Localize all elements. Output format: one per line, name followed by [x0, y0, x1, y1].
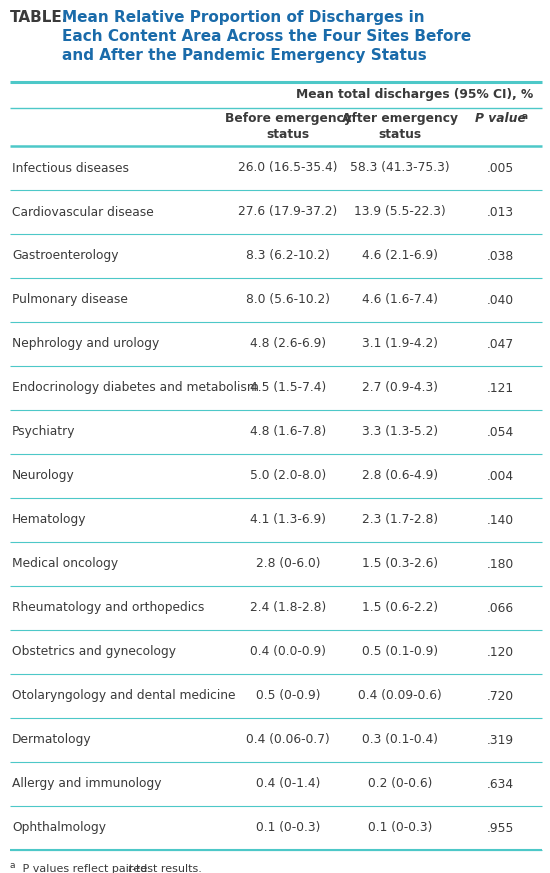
Text: 27.6 (17.9-37.2): 27.6 (17.9-37.2)	[238, 205, 338, 218]
Text: Otolaryngology and dental medicine: Otolaryngology and dental medicine	[12, 690, 235, 703]
Text: .319: .319	[486, 733, 514, 746]
Text: Before emergency
status: Before emergency status	[224, 112, 351, 141]
Text: 2.7 (0.9-4.3): 2.7 (0.9-4.3)	[362, 382, 438, 395]
Text: 3.3 (1.3-5.2): 3.3 (1.3-5.2)	[362, 425, 438, 438]
Text: Medical oncology: Medical oncology	[12, 558, 118, 570]
Text: .180: .180	[486, 558, 514, 570]
Text: Neurology: Neurology	[12, 470, 75, 483]
Text: 3.1 (1.9-4.2): 3.1 (1.9-4.2)	[362, 338, 438, 350]
Text: Ophthalmology: Ophthalmology	[12, 821, 106, 835]
Text: .720: .720	[486, 690, 514, 703]
Text: .121: .121	[486, 382, 514, 395]
Text: 4.8 (1.6-7.8): 4.8 (1.6-7.8)	[250, 425, 326, 438]
Text: Nephrology and urology: Nephrology and urology	[12, 338, 159, 350]
Text: TABLE.: TABLE.	[10, 10, 68, 25]
Text: .005: .005	[486, 162, 514, 175]
Text: .955: .955	[486, 821, 514, 835]
Text: .140: .140	[486, 513, 514, 526]
Text: 1.5 (0.3-2.6): 1.5 (0.3-2.6)	[362, 558, 438, 570]
Text: .634: .634	[486, 778, 514, 790]
Text: .038: .038	[486, 250, 514, 263]
Text: P values reflect paired: P values reflect paired	[19, 864, 151, 873]
Text: 0.1 (0-0.3): 0.1 (0-0.3)	[368, 821, 432, 835]
Text: 4.1 (1.3-6.9): 4.1 (1.3-6.9)	[250, 513, 326, 526]
Text: Gastroenterology: Gastroenterology	[12, 250, 118, 263]
Text: .047: .047	[486, 338, 514, 350]
Text: Mean total discharges (95% CI), %: Mean total discharges (95% CI), %	[296, 88, 534, 101]
Text: Cardiovascular disease: Cardiovascular disease	[12, 205, 154, 218]
Text: .004: .004	[486, 470, 514, 483]
Text: 2.8 (0-6.0): 2.8 (0-6.0)	[256, 558, 320, 570]
Text: P value: P value	[475, 112, 525, 125]
Text: 2.3 (1.7-2.8): 2.3 (1.7-2.8)	[362, 513, 438, 526]
Text: Infectious diseases: Infectious diseases	[12, 162, 129, 175]
Text: a: a	[10, 861, 15, 870]
Text: 8.3 (6.2-10.2): 8.3 (6.2-10.2)	[246, 250, 330, 263]
Text: 4.8 (2.6-6.9): 4.8 (2.6-6.9)	[250, 338, 326, 350]
Text: 26.0 (16.5-35.4): 26.0 (16.5-35.4)	[238, 162, 338, 175]
Text: Rheumatology and orthopedics: Rheumatology and orthopedics	[12, 601, 205, 615]
Text: 8.0 (5.6-10.2): 8.0 (5.6-10.2)	[246, 293, 330, 306]
Text: Dermatology: Dermatology	[12, 733, 92, 746]
Text: 2.8 (0.6-4.9): 2.8 (0.6-4.9)	[362, 470, 438, 483]
Text: a: a	[522, 112, 528, 121]
Text: 13.9 (5.5-22.3): 13.9 (5.5-22.3)	[354, 205, 446, 218]
Text: 2.4 (1.8-2.8): 2.4 (1.8-2.8)	[250, 601, 326, 615]
Text: 4.5 (1.5-7.4): 4.5 (1.5-7.4)	[250, 382, 326, 395]
Text: After emergency
status: After emergency status	[342, 112, 458, 141]
Text: .040: .040	[486, 293, 514, 306]
Text: Endocrinology diabetes and metabolism: Endocrinology diabetes and metabolism	[12, 382, 259, 395]
Text: .013: .013	[486, 205, 514, 218]
Text: 0.3 (0.1-0.4): 0.3 (0.1-0.4)	[362, 733, 438, 746]
Text: Allergy and immunology: Allergy and immunology	[12, 778, 162, 790]
Text: 1.5 (0.6-2.2): 1.5 (0.6-2.2)	[362, 601, 438, 615]
Text: t: t	[127, 864, 131, 873]
Text: .120: .120	[486, 645, 514, 658]
Text: 0.5 (0-0.9): 0.5 (0-0.9)	[256, 690, 320, 703]
Text: 0.4 (0.0-0.9): 0.4 (0.0-0.9)	[250, 645, 326, 658]
Text: 0.5 (0.1-0.9): 0.5 (0.1-0.9)	[362, 645, 438, 658]
Text: 5.0 (2.0-8.0): 5.0 (2.0-8.0)	[250, 470, 326, 483]
Text: Obstetrics and gynecology: Obstetrics and gynecology	[12, 645, 176, 658]
Text: 0.2 (0-0.6): 0.2 (0-0.6)	[368, 778, 432, 790]
Text: Psychiatry: Psychiatry	[12, 425, 75, 438]
Text: -test results.: -test results.	[132, 864, 202, 873]
Text: Pulmonary disease: Pulmonary disease	[12, 293, 128, 306]
Text: 0.1 (0-0.3): 0.1 (0-0.3)	[256, 821, 320, 835]
Text: 4.6 (2.1-6.9): 4.6 (2.1-6.9)	[362, 250, 438, 263]
Text: Mean Relative Proportion of Discharges in
Each Content Area Across the Four Site: Mean Relative Proportion of Discharges i…	[62, 10, 471, 64]
Text: .066: .066	[486, 601, 514, 615]
Text: 0.4 (0.09-0.6): 0.4 (0.09-0.6)	[358, 690, 442, 703]
Text: 0.4 (0.06-0.7): 0.4 (0.06-0.7)	[246, 733, 330, 746]
Text: 58.3 (41.3-75.3): 58.3 (41.3-75.3)	[350, 162, 450, 175]
Text: Hematology: Hematology	[12, 513, 86, 526]
Text: 0.4 (0-1.4): 0.4 (0-1.4)	[256, 778, 320, 790]
Text: .054: .054	[486, 425, 514, 438]
Text: 4.6 (1.6-7.4): 4.6 (1.6-7.4)	[362, 293, 438, 306]
